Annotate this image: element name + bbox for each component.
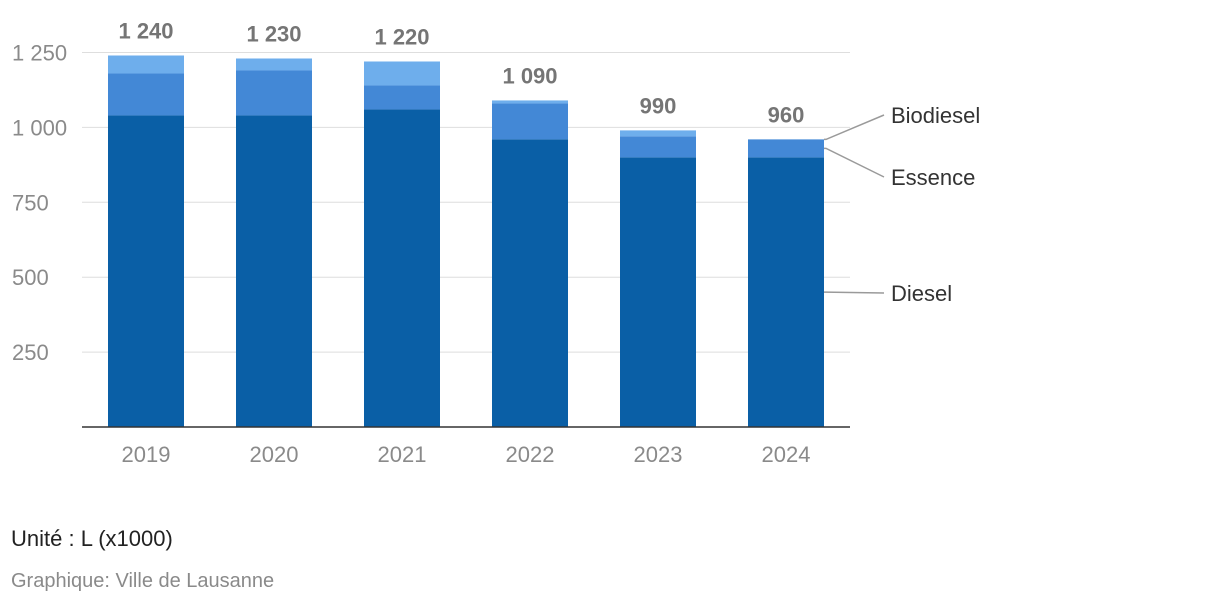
bar-diesel-2021 xyxy=(364,109,440,427)
bar-essence-2024 xyxy=(748,139,824,158)
x-tick-label: 2019 xyxy=(122,442,171,467)
bar-essence-2023 xyxy=(620,136,696,158)
legend-leader-diesel xyxy=(824,291,885,294)
total-label: 1 230 xyxy=(246,21,301,46)
bar-biodiesel-2020 xyxy=(236,58,312,71)
x-tick-label: 2022 xyxy=(506,442,555,467)
total-label: 1 090 xyxy=(502,63,557,88)
stacked-bar-chart: 250 500 750 1 000 1 250 1 240 2019 1 230 2020 1 2… xyxy=(12,18,980,467)
bar-essence-2020 xyxy=(236,70,312,116)
source-note: Graphique: Ville de Lausanne xyxy=(11,570,275,592)
legend-label-biodiesel: Biodiesel xyxy=(891,103,980,128)
bar-diesel-2023 xyxy=(620,157,696,428)
legend-label-diesel: Diesel xyxy=(891,281,952,306)
y-tick-label: 1 250 xyxy=(12,41,67,66)
bar-diesel-2019 xyxy=(108,115,184,427)
bar-biodiesel-2023 xyxy=(620,130,696,137)
y-tick-label: 1 000 xyxy=(12,115,67,140)
legend-label-essence: Essence xyxy=(891,165,975,190)
y-tick-label: 750 xyxy=(12,190,49,215)
bar-diesel-2022 xyxy=(492,139,568,427)
bar-essence-2021 xyxy=(364,85,440,110)
bar-biodiesel-2022 xyxy=(492,100,568,104)
legend-leader-biodiesel xyxy=(824,114,885,141)
x-tick-label: 2024 xyxy=(762,442,811,467)
bar-essence-2019 xyxy=(108,73,184,116)
bar-biodiesel-2021 xyxy=(364,61,440,86)
x-tick-label: 2023 xyxy=(634,442,683,467)
x-tick-label: 2020 xyxy=(250,442,299,467)
bar-biodiesel-2019 xyxy=(108,55,184,74)
bar-diesel-2020 xyxy=(236,115,312,427)
y-tick-label: 500 xyxy=(12,265,49,290)
bar-essence-2022 xyxy=(492,103,568,140)
legend-leader-essence xyxy=(824,147,885,178)
total-label: 990 xyxy=(640,93,677,118)
total-label: 1 240 xyxy=(118,18,173,43)
x-tick-label: 2021 xyxy=(378,442,427,467)
bar-diesel-2024 xyxy=(748,157,824,428)
unit-note: Unité : L (x1000) xyxy=(11,526,173,551)
y-tick-label: 250 xyxy=(12,340,49,365)
total-label: 960 xyxy=(768,102,805,127)
total-label: 1 220 xyxy=(374,24,429,49)
